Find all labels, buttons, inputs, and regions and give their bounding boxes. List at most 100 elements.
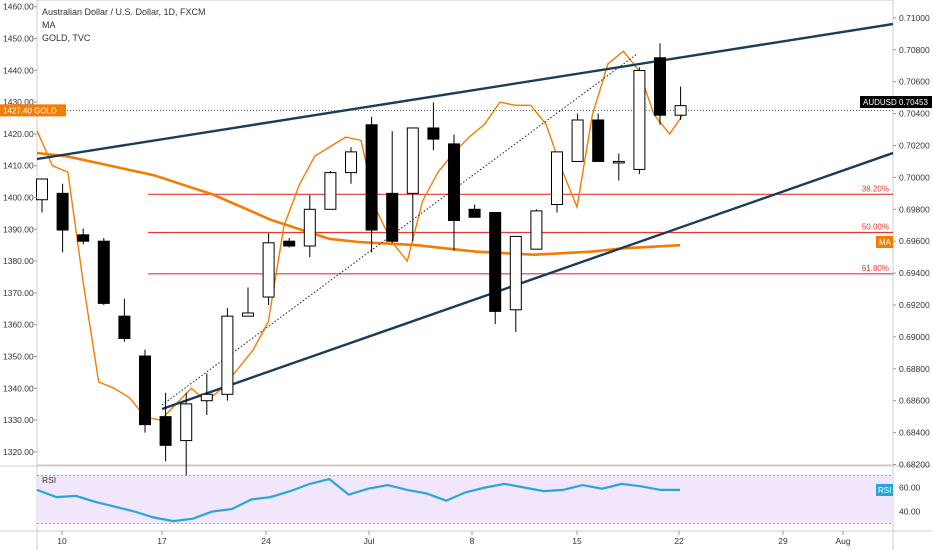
left-axis-tick-label: 1330.00: [3, 415, 34, 425]
gold-line: [36, 50, 686, 421]
left-axis-tick-label: 1400.00: [3, 193, 34, 203]
rsi-pane: RSI 60.00 40.00 RSI: [36, 475, 921, 524]
fib-level-label: 50.00%: [862, 222, 889, 231]
right-axis-tick-label: 0.70600: [899, 77, 930, 87]
candle-down[interactable]: [283, 240, 296, 247]
dotted-trend-line[interactable]: [161, 53, 638, 406]
candle-up[interactable]: [200, 393, 213, 402]
candles[interactable]: [36, 43, 687, 484]
candle-down[interactable]: [97, 240, 110, 304]
candle-up[interactable]: [530, 210, 543, 250]
candle-up[interactable]: [180, 403, 193, 442]
candle-up[interactable]: [612, 160, 625, 164]
gold-layer: [36, 50, 893, 421]
ma-tag-label: MA: [879, 238, 892, 247]
left-axis-tick-label: 1320.00: [3, 447, 34, 457]
right-axis-tick-label: 0.70400: [899, 109, 930, 119]
candle-down[interactable]: [159, 416, 172, 446]
x-axis-tick-label: 15: [572, 536, 582, 546]
candle-down[interactable]: [468, 208, 481, 218]
rsi-tag-label: RSI: [878, 486, 891, 495]
left-axis-tick-label: 1380.00: [3, 256, 34, 266]
candle-up[interactable]: [221, 315, 234, 395]
right-axis-tick-label: 0.69000: [899, 332, 930, 342]
right-axis-tick-label: 0.69200: [899, 300, 930, 310]
right-axis-tick-label: 0.68600: [899, 396, 930, 406]
left-axis-tick-label: 1390.00: [3, 224, 34, 234]
left-axis-tick-label: 1440.00: [3, 65, 34, 75]
left-axis-tick-label: 1450.00: [3, 34, 34, 44]
axes: 1460.00 1450.00 1440.00 1430.00 1420.00 1410.…: [3, 2, 930, 546]
lower-trend-line[interactable]: [161, 151, 894, 411]
x-axis-tick-label: 17: [157, 536, 167, 546]
right-axis-tick-label: 0.69600: [899, 236, 930, 246]
right-axis-tick-label: 0.69400: [899, 268, 930, 278]
candle-up[interactable]: [36, 178, 48, 201]
chart-legend: Australian Dollar / U.S. Dollar, 1D, FXC…: [42, 6, 206, 45]
candle-up[interactable]: [571, 119, 584, 162]
left-axis-tick-label: 1460.00: [3, 2, 34, 12]
candle-down[interactable]: [139, 355, 151, 426]
x-axis-tick-label: 29: [778, 536, 788, 546]
x-axis-tick-label: 24: [261, 536, 271, 546]
rsi-band: [37, 475, 893, 524]
candle-down[interactable]: [365, 124, 378, 231]
legend-gold: GOLD, TVC: [42, 33, 91, 43]
rsi-axis-tick-label: 40.00: [899, 507, 921, 517]
candle-down[interactable]: [448, 143, 460, 221]
left-axis-tick-label: 1430.00: [3, 97, 34, 107]
candle-up[interactable]: [262, 242, 275, 298]
x-axis-tick-label: Aug: [835, 536, 850, 546]
candle-up[interactable]: [406, 127, 419, 194]
right-axis-tick-label: 0.70200: [899, 141, 930, 151]
left-axis-tick-label: 1360.00: [3, 320, 34, 330]
candle-up[interactable]: [324, 172, 337, 210]
candle-up[interactable]: [242, 312, 254, 317]
trend-lines: [36, 22, 894, 411]
rsi-tag: [876, 484, 893, 496]
candle-up[interactable]: [303, 208, 316, 247]
price-tags: 1427.40 GOLD AUDUSD 0.70453 MA: [0, 96, 932, 248]
fib-level-label: 38.20%: [862, 184, 889, 193]
left-axis-tick-label: 1340.00: [3, 383, 34, 393]
x-axis-tick-label: 22: [674, 536, 684, 546]
legend-ma: MA: [42, 20, 56, 30]
candle-up[interactable]: [509, 235, 522, 311]
x-axis-tick-label: 8: [470, 536, 475, 546]
right-axis-tick-label: 0.69800: [899, 204, 930, 214]
candle-up[interactable]: [633, 70, 646, 170]
gold-price-tag: [0, 104, 66, 117]
right-axis-tick-label: 0.71000: [899, 13, 930, 23]
left-axis-tick-label: 1410.00: [3, 161, 34, 171]
right-axis-tick-label: 0.70000: [899, 172, 930, 182]
ma-layer: [36, 151, 681, 257]
candle-up[interactable]: [674, 105, 687, 116]
right-axis-tick-label: 0.68200: [899, 460, 930, 470]
candle-down[interactable]: [386, 192, 399, 242]
candle-down[interactable]: [118, 315, 131, 339]
right-axis-tick-label: 0.68400: [899, 428, 930, 438]
candle-down[interactable]: [592, 119, 605, 162]
candle-up[interactable]: [551, 151, 563, 206]
right-axis-tick-label: 0.68800: [899, 364, 930, 374]
candle-down[interactable]: [654, 57, 666, 116]
left-axis-tick-label: 1370.00: [3, 288, 34, 298]
candle-down[interactable]: [56, 192, 69, 231]
left-axis-tick-label: 1350.00: [3, 352, 34, 362]
ma-line: [36, 151, 681, 257]
candle-up[interactable]: [345, 151, 357, 174]
gold-price-tag-label: 1427.40 GOLD: [3, 106, 57, 115]
upper-trend-line[interactable]: [36, 22, 894, 161]
rsi-axis-tick-label: 60.00: [899, 483, 921, 493]
audusd-price-tag-label: AUDUSD 0.70453: [863, 98, 928, 107]
candle-down[interactable]: [489, 211, 502, 312]
fib-level-label: 61.80%: [862, 264, 889, 273]
rsi-pane-label: RSI: [42, 475, 56, 485]
candle-down[interactable]: [427, 127, 440, 140]
x-axis-tick-label: 10: [57, 536, 67, 546]
right-axis-tick-label: 0.70800: [899, 45, 930, 55]
x-axis-tick-label: Jul: [364, 536, 375, 546]
candle-down[interactable]: [77, 234, 90, 242]
